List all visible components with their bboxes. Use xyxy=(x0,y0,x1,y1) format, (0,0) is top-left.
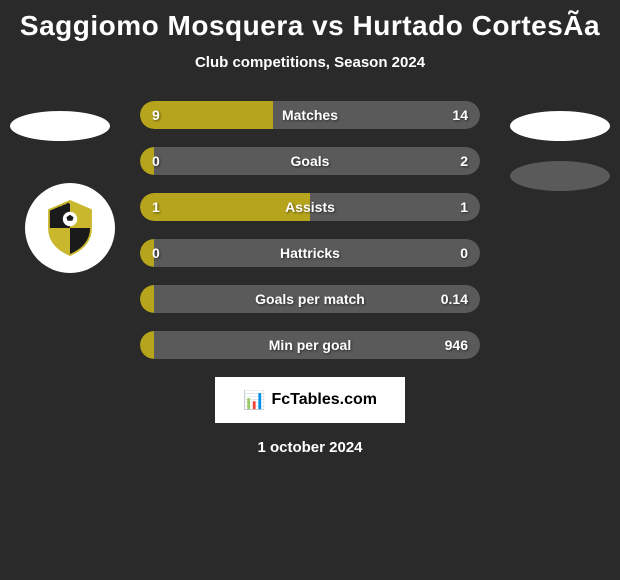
stat-bar-label: Min per goal xyxy=(140,331,480,359)
stat-bar: Assists1 1 xyxy=(140,193,480,221)
stat-bar-right-value: 0 xyxy=(460,239,468,267)
stat-bar-label: Goals xyxy=(140,147,480,175)
stat-bar-label: Matches xyxy=(140,101,480,129)
stat-bar-left-value: 0 xyxy=(152,147,160,175)
player1-flag-icon xyxy=(10,111,110,141)
stat-bar-right-value: 0.14 xyxy=(441,285,468,313)
footer-brand-logo: 📊 FcTables.com xyxy=(215,377,405,423)
footer-brand-text: FcTables.com xyxy=(271,391,377,409)
stat-bar-label: Assists xyxy=(140,193,480,221)
stat-bar: Goals per match0.14 xyxy=(140,285,480,313)
footer-date: 1 october 2024 xyxy=(0,439,620,456)
stat-bar-left-value: 9 xyxy=(152,101,160,129)
page-title: Saggiomo Mosquera vs Hurtado CortesÃ­a xyxy=(0,0,620,42)
player1-team-logo xyxy=(25,183,115,273)
player2-team-icon xyxy=(510,161,610,191)
stat-bar-right-value: 1 xyxy=(460,193,468,221)
stat-bar-label: Hattricks xyxy=(140,239,480,267)
stat-bar: Hattricks0 0 xyxy=(140,239,480,267)
stat-bar: Goals0 2 xyxy=(140,147,480,175)
stat-bar-label: Goals per match xyxy=(140,285,480,313)
player2-flag-icon xyxy=(510,111,610,141)
page-subtitle: Club competitions, Season 2024 xyxy=(0,54,620,71)
shield-icon xyxy=(40,198,100,258)
stat-bar: Min per goal946 xyxy=(140,331,480,359)
stat-bar-left-value: 0 xyxy=(152,239,160,267)
chart-icon: 📊 xyxy=(243,390,265,411)
stat-bar: Matches9 14 xyxy=(140,101,480,129)
stat-bar-right-value: 946 xyxy=(445,331,468,359)
stat-bar-right-value: 14 xyxy=(452,101,468,129)
stats-content: Matches914Goals02Assists11Hattricks00Goa… xyxy=(0,101,620,359)
stat-bar-left-value: 1 xyxy=(152,193,160,221)
stats-bars: Matches914Goals02Assists11Hattricks00Goa… xyxy=(140,101,480,359)
stat-bar-right-value: 2 xyxy=(460,147,468,175)
